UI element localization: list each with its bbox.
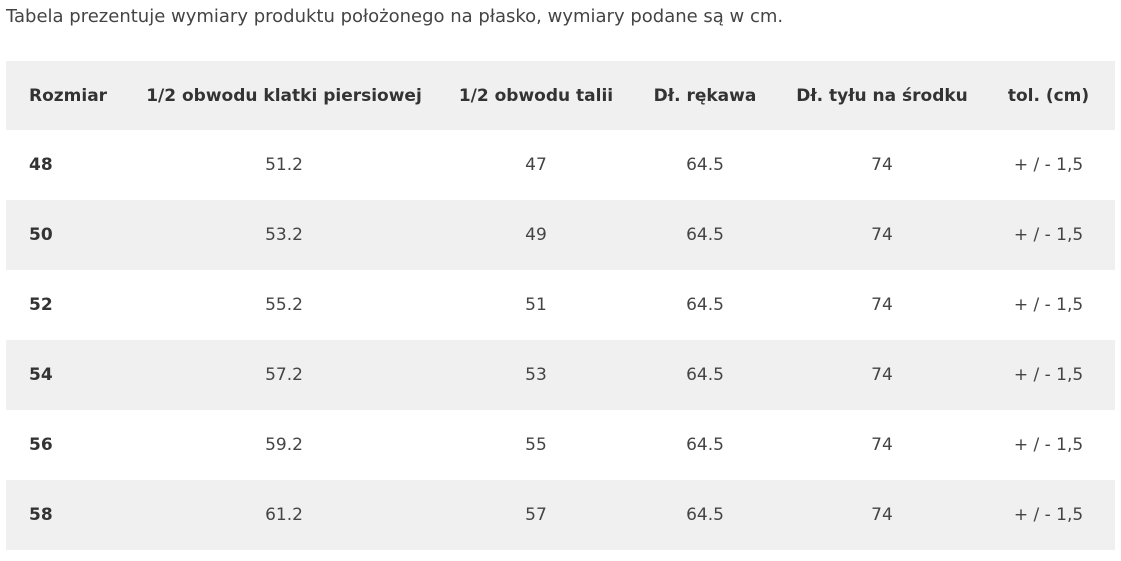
header-size: Rozmiar	[29, 85, 108, 106]
cell-chest: 59.2	[265, 435, 303, 455]
cell-sleeve-length: 64.5	[686, 505, 724, 525]
cell-waist: 57	[525, 505, 547, 525]
cell-tolerance: + / - 1,5	[1013, 435, 1084, 455]
cell-sleeve-length: 64.5	[686, 295, 724, 315]
cell-size: 54	[29, 365, 53, 385]
cell-size: 48	[29, 155, 53, 175]
header-back-length: Dł. tyłu na środku	[796, 85, 968, 106]
table-row: 48 51.2 47 64.5 74 + / - 1,5	[6, 130, 1115, 200]
cell-waist: 51	[525, 295, 547, 315]
header-tolerance: tol. (cm)	[1007, 85, 1090, 106]
cell-sleeve-length: 64.5	[686, 365, 724, 385]
cell-tolerance: + / - 1,5	[1013, 365, 1084, 385]
cell-back-length: 74	[871, 365, 893, 385]
cell-sleeve-length: 64.5	[686, 435, 724, 455]
cell-sleeve-length: 64.5	[686, 155, 724, 175]
cell-chest: 53.2	[265, 225, 303, 245]
cell-size: 56	[29, 435, 53, 455]
cell-size: 58	[29, 505, 53, 525]
cell-waist: 49	[525, 225, 547, 245]
cell-sleeve-length: 64.5	[686, 225, 724, 245]
cell-back-length: 74	[871, 295, 893, 315]
cell-tolerance: + / - 1,5	[1013, 225, 1084, 245]
cell-waist: 53	[525, 365, 547, 385]
table-row: 56 59.2 55 64.5 74 + / - 1,5	[6, 410, 1115, 480]
cell-tolerance: + / - 1,5	[1013, 155, 1084, 175]
cell-waist: 55	[525, 435, 547, 455]
size-chart-table: Rozmiar 1/2 obwodu klatki piersiowej 1/2…	[6, 61, 1115, 550]
cell-chest: 57.2	[265, 365, 303, 385]
cell-size: 50	[29, 225, 53, 245]
header-chest: 1/2 obwodu klatki piersiowej	[146, 85, 422, 106]
cell-back-length: 74	[871, 505, 893, 525]
table-header-row: Rozmiar 1/2 obwodu klatki piersiowej 1/2…	[6, 61, 1115, 130]
cell-chest: 51.2	[265, 155, 303, 175]
cell-size: 52	[29, 295, 53, 315]
table-row: 52 55.2 51 64.5 74 + / - 1,5	[6, 270, 1115, 340]
table-row: 54 57.2 53 64.5 74 + / - 1,5	[6, 340, 1115, 410]
cell-back-length: 74	[871, 435, 893, 455]
table-row: 58 61.2 57 64.5 74 + / - 1,5	[6, 480, 1115, 550]
header-waist: 1/2 obwodu talii	[458, 85, 614, 106]
cell-chest: 61.2	[265, 505, 303, 525]
table-row: 50 53.2 49 64.5 74 + / - 1,5	[6, 200, 1115, 270]
cell-waist: 47	[525, 155, 547, 175]
cell-chest: 55.2	[265, 295, 303, 315]
cell-back-length: 74	[871, 155, 893, 175]
cell-back-length: 74	[871, 225, 893, 245]
table-caption: Tabela prezentuje wymiary produktu położ…	[6, 6, 784, 27]
header-sleeve-length: Dł. rękawa	[653, 85, 757, 106]
cell-tolerance: + / - 1,5	[1013, 295, 1084, 315]
cell-tolerance: + / - 1,5	[1013, 505, 1084, 525]
